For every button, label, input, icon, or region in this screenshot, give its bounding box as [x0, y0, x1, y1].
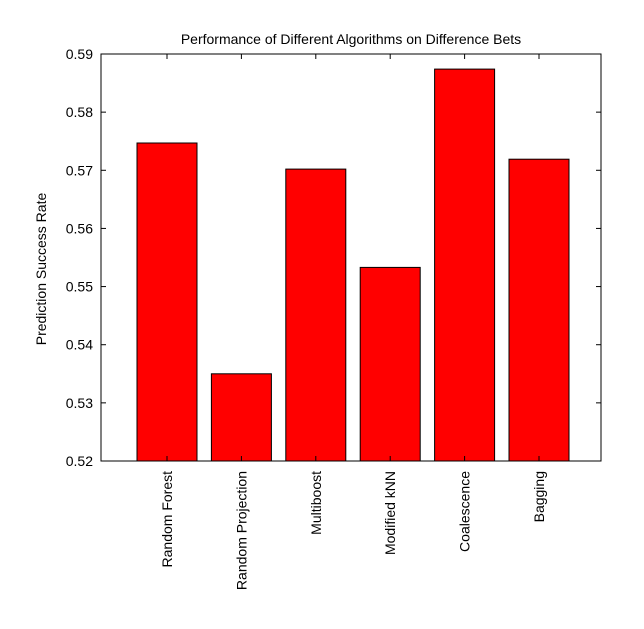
x-tick-label: Random Forest	[159, 471, 175, 568]
bar-modified-knn	[359, 266, 421, 462]
chart-title: Performance of Different Algorithms on D…	[181, 31, 521, 47]
bar-multiboost	[285, 168, 347, 462]
y-ticks-group: 0.52 0.53 0.54 0.55 0.56 0.57 0.58 0.59	[66, 46, 601, 469]
x-tick-label: Bagging	[531, 471, 547, 522]
y-tick-label: 0.54	[66, 337, 93, 353]
bar-random-forest	[136, 142, 198, 462]
bar-coalescence	[434, 68, 496, 462]
x-ticks-group: Random Forest Random Projection Multiboost…	[159, 54, 547, 590]
bar-random-projection	[210, 373, 272, 462]
y-tick-label: 0.55	[66, 279, 93, 295]
x-tick-label: Random Projection	[233, 471, 249, 590]
y-tick-label: 0.59	[66, 46, 93, 62]
plot-frame	[100, 53, 602, 462]
x-tick-label: Coalescence	[457, 471, 473, 552]
x-tick-label: Multiboost	[308, 471, 324, 535]
x-tick-label: Modified kNN	[382, 471, 398, 555]
bar-bagging	[508, 158, 570, 462]
y-tick-label: 0.57	[66, 162, 93, 178]
y-tick-label: 0.58	[66, 104, 93, 120]
y-tick-label: 0.56	[66, 220, 93, 236]
bars-group	[136, 68, 570, 462]
y-tick-label: 0.52	[66, 453, 93, 469]
y-tick-label: 0.53	[66, 395, 93, 411]
y-axis-label: Prediction Success Rate	[33, 193, 49, 346]
